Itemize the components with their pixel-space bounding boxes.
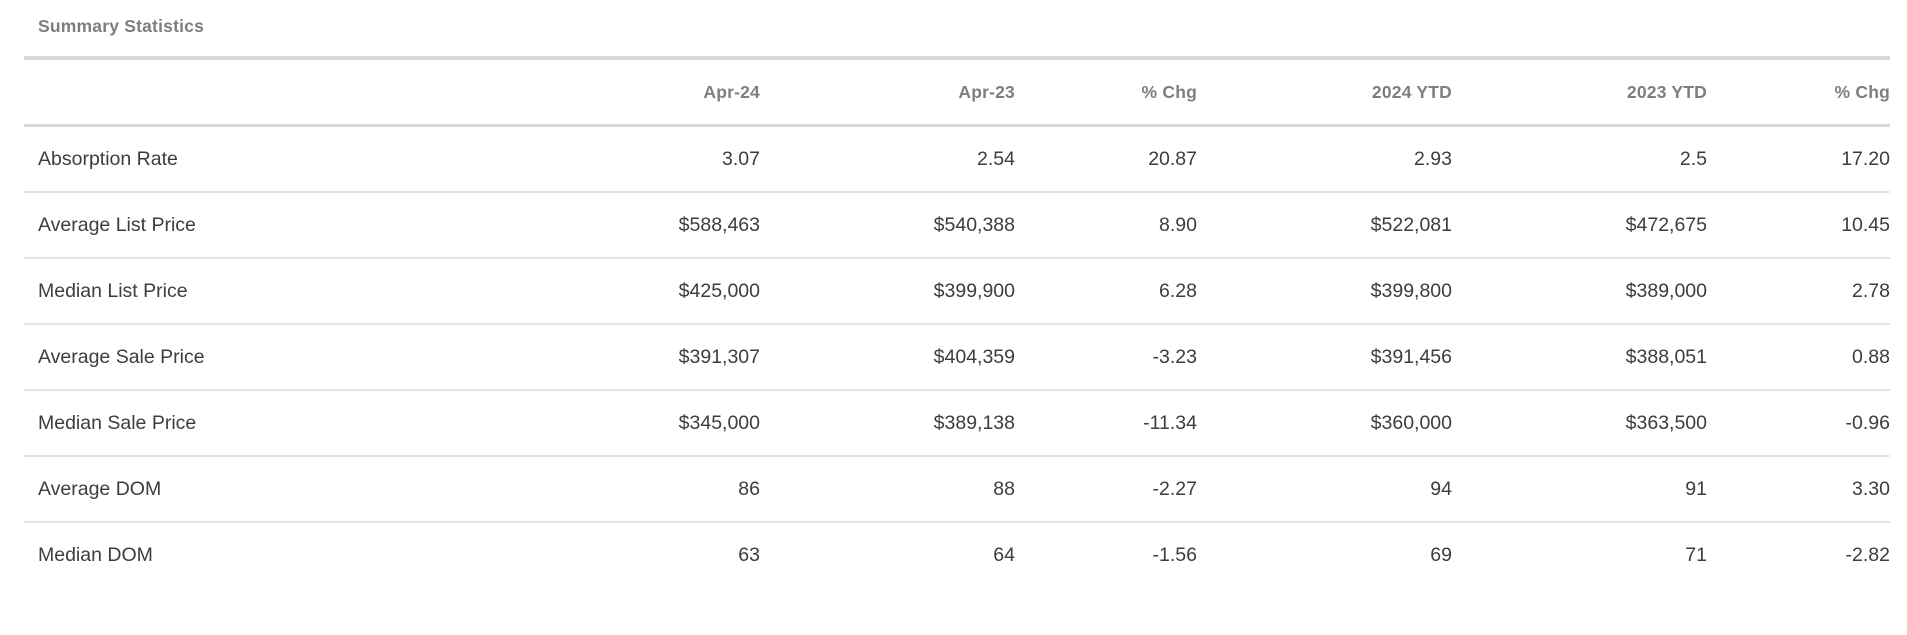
row-header-spacer — [24, 60, 504, 127]
cell-value: 8.90 — [1015, 192, 1197, 259]
cell-value: $391,307 — [504, 324, 760, 391]
cell-value: 86 — [504, 456, 760, 523]
cell-value: 88 — [760, 456, 1015, 523]
row-label: Median List Price — [24, 258, 504, 325]
column-header-3: % Chg — [1015, 60, 1197, 127]
table-row: Median DOM 63 64 -1.56 69 71 -2.82 — [24, 522, 1890, 587]
cell-value: 2.93 — [1197, 125, 1452, 193]
cell-value: -2.27 — [1015, 456, 1197, 523]
cell-value: $389,138 — [760, 390, 1015, 457]
row-label: Median Sale Price — [24, 390, 504, 457]
cell-value: $399,900 — [760, 258, 1015, 325]
cell-value: -11.34 — [1015, 390, 1197, 457]
cell-value: -1.56 — [1152, 543, 1197, 566]
row-label: Median DOM — [38, 543, 153, 566]
column-header-6: % Chg — [1707, 60, 1890, 127]
cell-value: -2.82 — [1845, 543, 1890, 566]
cell-value: 69 — [1430, 543, 1452, 566]
cell-value: -0.96 — [1707, 390, 1890, 457]
cell-value: $588,463 — [504, 192, 760, 259]
cell-value: 63 — [738, 543, 760, 566]
cell-value: 2.78 — [1707, 258, 1890, 325]
column-header-2: Apr-23 — [760, 60, 1015, 127]
cell-value: $522,081 — [1197, 192, 1452, 259]
cell-value: 64 — [993, 543, 1015, 566]
table-row: Median Sale Price $345,000 $389,138 -11.34 $… — [24, 390, 1890, 457]
cell-value: 2.54 — [760, 125, 1015, 193]
cell-value: $391,456 — [1197, 324, 1452, 391]
summary-statistics-section: Summary Statistics Apr-24 Apr-23% Chg 2024… — [24, 0, 1890, 587]
cell-value: $363,500 — [1452, 390, 1707, 457]
cell-value: $425,000 — [504, 258, 760, 325]
cell-value: -3.23 — [1015, 324, 1197, 391]
cell-value: 71 — [1685, 543, 1707, 566]
cell-value: 10.45 — [1707, 192, 1890, 259]
table-row: Average DOM 86 88 -2.27 94 91 3.30 — [24, 456, 1890, 523]
cell-value: 3.30 — [1707, 456, 1890, 523]
row-label: Average DOM — [24, 456, 504, 523]
column-header-1: Apr-24 — [504, 60, 760, 127]
cell-value: 20.87 — [1015, 125, 1197, 193]
table-row: Absorption Rate 3.07 2.54 20.87 2.93 2.5 17.20 — [24, 125, 1890, 193]
header-row: Apr-24 Apr-23% Chg 2024 YTD 2023 YTD% Chg — [24, 60, 1890, 127]
row-label: Absorption Rate — [24, 125, 504, 193]
cell-value: 3.07 — [504, 125, 760, 193]
cell-value: 2.5 — [1452, 125, 1707, 193]
cell-value: 6.28 — [1015, 258, 1197, 325]
cell-value: $472,675 — [1452, 192, 1707, 259]
section-title: Summary Statistics — [24, 0, 1890, 60]
cell-value: 17.20 — [1707, 125, 1890, 193]
table-row: Average Sale Price $391,307 $404,359 -3.23 $… — [24, 324, 1890, 391]
cell-value: 91 — [1452, 456, 1707, 523]
cell-value: $389,000 — [1452, 258, 1707, 325]
cell-value: 94 — [1197, 456, 1452, 523]
column-header-5: 2023 YTD — [1452, 60, 1707, 127]
cell-value: 0.88 — [1707, 324, 1890, 391]
cell-value: $399,800 — [1197, 258, 1452, 325]
row-label: Average Sale Price — [24, 324, 504, 391]
cell-value: $345,000 — [504, 390, 760, 457]
cell-value: $388,051 — [1452, 324, 1707, 391]
table-row: Average List Price $588,463 $540,388 8.90 $5… — [24, 192, 1890, 259]
summary-statistics-table: Apr-24 Apr-23% Chg 2024 YTD 2023 YTD% Chg A… — [24, 60, 1890, 587]
row-label: Average List Price — [24, 192, 504, 259]
cell-value: $540,388 — [760, 192, 1015, 259]
table-body: Absorption Rate 3.07 2.54 20.87 2.93 2.5 17.20… — [24, 125, 1890, 588]
cell-value: $404,359 — [760, 324, 1015, 391]
column-header-4: 2024 YTD — [1197, 60, 1452, 127]
table-row: Median List Price $425,000 $399,900 6.28 $39… — [24, 258, 1890, 325]
cell-value: $360,000 — [1197, 390, 1452, 457]
